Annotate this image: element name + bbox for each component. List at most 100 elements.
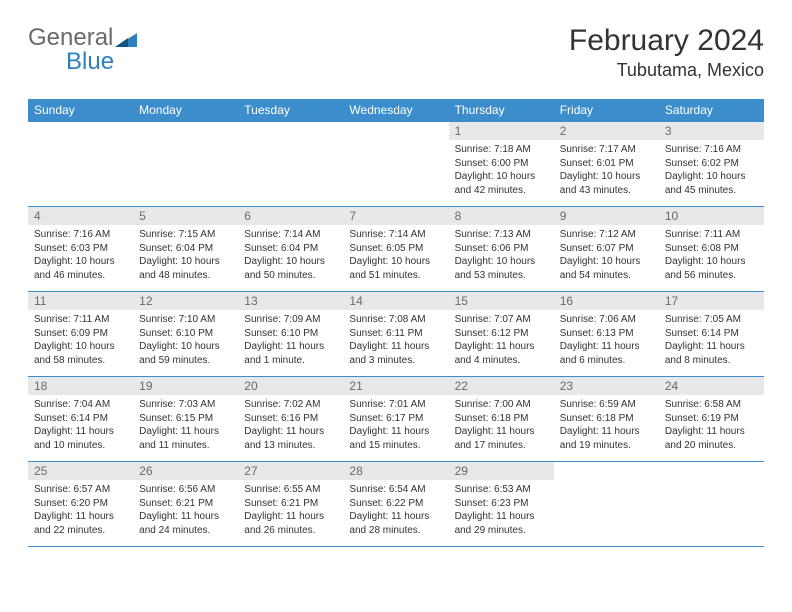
sunrise-text: Sunrise: 7:11 AM bbox=[34, 313, 127, 327]
logo-triangle-icon bbox=[115, 33, 137, 52]
day-cell: 23Sunrise: 6:59 AMSunset: 6:18 PMDayligh… bbox=[554, 377, 659, 462]
daylight-text: Daylight: 11 hours and 22 minutes. bbox=[34, 510, 127, 537]
sunset-text: Sunset: 6:18 PM bbox=[560, 412, 653, 426]
sunrise-text: Sunrise: 7:11 AM bbox=[665, 228, 758, 242]
sunset-text: Sunset: 6:00 PM bbox=[455, 157, 548, 171]
daylight-text: Daylight: 11 hours and 20 minutes. bbox=[665, 425, 758, 452]
sunrise-text: Sunrise: 7:16 AM bbox=[34, 228, 127, 242]
day-info: Sunrise: 7:00 AMSunset: 6:18 PMDaylight:… bbox=[449, 395, 554, 455]
daylight-text: Daylight: 10 hours and 59 minutes. bbox=[139, 340, 232, 367]
day-cell: 16Sunrise: 7:06 AMSunset: 6:13 PMDayligh… bbox=[554, 292, 659, 377]
empty-day-cell bbox=[554, 462, 659, 547]
day-info: Sunrise: 7:16 AMSunset: 6:02 PMDaylight:… bbox=[659, 140, 764, 200]
day-number: 8 bbox=[449, 207, 554, 225]
daylight-text: Daylight: 10 hours and 53 minutes. bbox=[455, 255, 548, 282]
sunset-text: Sunset: 6:23 PM bbox=[455, 497, 548, 511]
sunrise-text: Sunrise: 7:03 AM bbox=[139, 398, 232, 412]
sunrise-text: Sunrise: 6:58 AM bbox=[665, 398, 758, 412]
logo-text-blue: Blue bbox=[66, 48, 137, 76]
sunset-text: Sunset: 6:19 PM bbox=[665, 412, 758, 426]
day-number: 13 bbox=[238, 292, 343, 310]
calendar-table: SundayMondayTuesdayWednesdayThursdayFrid… bbox=[28, 99, 764, 548]
sunrise-text: Sunrise: 7:16 AM bbox=[665, 143, 758, 157]
sunrise-text: Sunrise: 6:59 AM bbox=[560, 398, 653, 412]
daylight-text: Daylight: 10 hours and 43 minutes. bbox=[560, 170, 653, 197]
daylight-text: Daylight: 11 hours and 26 minutes. bbox=[244, 510, 337, 537]
sunset-text: Sunset: 6:04 PM bbox=[244, 242, 337, 256]
daylight-text: Daylight: 11 hours and 10 minutes. bbox=[34, 425, 127, 452]
day-cell: 3Sunrise: 7:16 AMSunset: 6:02 PMDaylight… bbox=[659, 122, 764, 207]
sunrise-text: Sunrise: 6:54 AM bbox=[349, 483, 442, 497]
sunset-text: Sunset: 6:11 PM bbox=[349, 327, 442, 341]
day-cell: 20Sunrise: 7:02 AMSunset: 6:16 PMDayligh… bbox=[238, 377, 343, 462]
bottom-border-cell bbox=[554, 547, 659, 548]
sunrise-text: Sunrise: 7:18 AM bbox=[455, 143, 548, 157]
daylight-text: Daylight: 11 hours and 13 minutes. bbox=[244, 425, 337, 452]
day-number: 6 bbox=[238, 207, 343, 225]
day-info: Sunrise: 6:57 AMSunset: 6:20 PMDaylight:… bbox=[28, 480, 133, 540]
calendar-body: 1Sunrise: 7:18 AMSunset: 6:00 PMDaylight… bbox=[28, 122, 764, 548]
day-cell: 8Sunrise: 7:13 AMSunset: 6:06 PMDaylight… bbox=[449, 207, 554, 292]
day-number: 15 bbox=[449, 292, 554, 310]
day-number: 14 bbox=[343, 292, 448, 310]
daylight-text: Daylight: 11 hours and 1 minute. bbox=[244, 340, 337, 367]
calendar-week-row: 1Sunrise: 7:18 AMSunset: 6:00 PMDaylight… bbox=[28, 122, 764, 207]
day-number: 5 bbox=[133, 207, 238, 225]
day-info: Sunrise: 7:14 AMSunset: 6:05 PMDaylight:… bbox=[343, 225, 448, 285]
daylight-text: Daylight: 11 hours and 8 minutes. bbox=[665, 340, 758, 367]
bottom-border-cell bbox=[238, 547, 343, 548]
bottom-border-cell bbox=[343, 547, 448, 548]
day-header-sunday: Sunday bbox=[28, 99, 133, 122]
calendar-week-row: 11Sunrise: 7:11 AMSunset: 6:09 PMDayligh… bbox=[28, 292, 764, 377]
day-info: Sunrise: 7:09 AMSunset: 6:10 PMDaylight:… bbox=[238, 310, 343, 370]
day-cell: 13Sunrise: 7:09 AMSunset: 6:10 PMDayligh… bbox=[238, 292, 343, 377]
day-info: Sunrise: 6:56 AMSunset: 6:21 PMDaylight:… bbox=[133, 480, 238, 540]
day-number: 4 bbox=[28, 207, 133, 225]
sunrise-text: Sunrise: 7:09 AM bbox=[244, 313, 337, 327]
day-cell: 21Sunrise: 7:01 AMSunset: 6:17 PMDayligh… bbox=[343, 377, 448, 462]
day-info: Sunrise: 7:06 AMSunset: 6:13 PMDaylight:… bbox=[554, 310, 659, 370]
day-number: 9 bbox=[554, 207, 659, 225]
day-cell: 10Sunrise: 7:11 AMSunset: 6:08 PMDayligh… bbox=[659, 207, 764, 292]
daylight-text: Daylight: 10 hours and 54 minutes. bbox=[560, 255, 653, 282]
day-cell: 29Sunrise: 6:53 AMSunset: 6:23 PMDayligh… bbox=[449, 462, 554, 547]
sunrise-text: Sunrise: 7:14 AM bbox=[244, 228, 337, 242]
day-cell: 28Sunrise: 6:54 AMSunset: 6:22 PMDayligh… bbox=[343, 462, 448, 547]
daylight-text: Daylight: 10 hours and 56 minutes. bbox=[665, 255, 758, 282]
sunrise-text: Sunrise: 6:56 AM bbox=[139, 483, 232, 497]
sunset-text: Sunset: 6:10 PM bbox=[139, 327, 232, 341]
daylight-text: Daylight: 11 hours and 15 minutes. bbox=[349, 425, 442, 452]
day-number: 10 bbox=[659, 207, 764, 225]
sunrise-text: Sunrise: 6:57 AM bbox=[34, 483, 127, 497]
daylight-text: Daylight: 11 hours and 29 minutes. bbox=[455, 510, 548, 537]
day-cell: 9Sunrise: 7:12 AMSunset: 6:07 PMDaylight… bbox=[554, 207, 659, 292]
sunset-text: Sunset: 6:16 PM bbox=[244, 412, 337, 426]
daylight-text: Daylight: 11 hours and 19 minutes. bbox=[560, 425, 653, 452]
day-number: 19 bbox=[133, 377, 238, 395]
day-number: 12 bbox=[133, 292, 238, 310]
day-number: 3 bbox=[659, 122, 764, 140]
title-block: February 2024 Tubutama, Mexico bbox=[569, 24, 764, 81]
sunrise-text: Sunrise: 7:04 AM bbox=[34, 398, 127, 412]
day-info: Sunrise: 7:17 AMSunset: 6:01 PMDaylight:… bbox=[554, 140, 659, 200]
day-info: Sunrise: 7:04 AMSunset: 6:14 PMDaylight:… bbox=[28, 395, 133, 455]
day-info: Sunrise: 7:05 AMSunset: 6:14 PMDaylight:… bbox=[659, 310, 764, 370]
day-header-wednesday: Wednesday bbox=[343, 99, 448, 122]
day-number: 22 bbox=[449, 377, 554, 395]
sunrise-text: Sunrise: 7:00 AM bbox=[455, 398, 548, 412]
sunrise-text: Sunrise: 7:01 AM bbox=[349, 398, 442, 412]
sunrise-text: Sunrise: 7:14 AM bbox=[349, 228, 442, 242]
sunset-text: Sunset: 6:02 PM bbox=[665, 157, 758, 171]
logo: GeneralBlue bbox=[28, 24, 137, 76]
day-header-saturday: Saturday bbox=[659, 99, 764, 122]
sunset-text: Sunset: 6:13 PM bbox=[560, 327, 653, 341]
sunset-text: Sunset: 6:15 PM bbox=[139, 412, 232, 426]
day-info: Sunrise: 7:16 AMSunset: 6:03 PMDaylight:… bbox=[28, 225, 133, 285]
daylight-text: Daylight: 11 hours and 17 minutes. bbox=[455, 425, 548, 452]
day-cell: 19Sunrise: 7:03 AMSunset: 6:15 PMDayligh… bbox=[133, 377, 238, 462]
sunset-text: Sunset: 6:17 PM bbox=[349, 412, 442, 426]
day-info: Sunrise: 7:02 AMSunset: 6:16 PMDaylight:… bbox=[238, 395, 343, 455]
day-number: 28 bbox=[343, 462, 448, 480]
day-cell: 22Sunrise: 7:00 AMSunset: 6:18 PMDayligh… bbox=[449, 377, 554, 462]
daylight-text: Daylight: 11 hours and 28 minutes. bbox=[349, 510, 442, 537]
